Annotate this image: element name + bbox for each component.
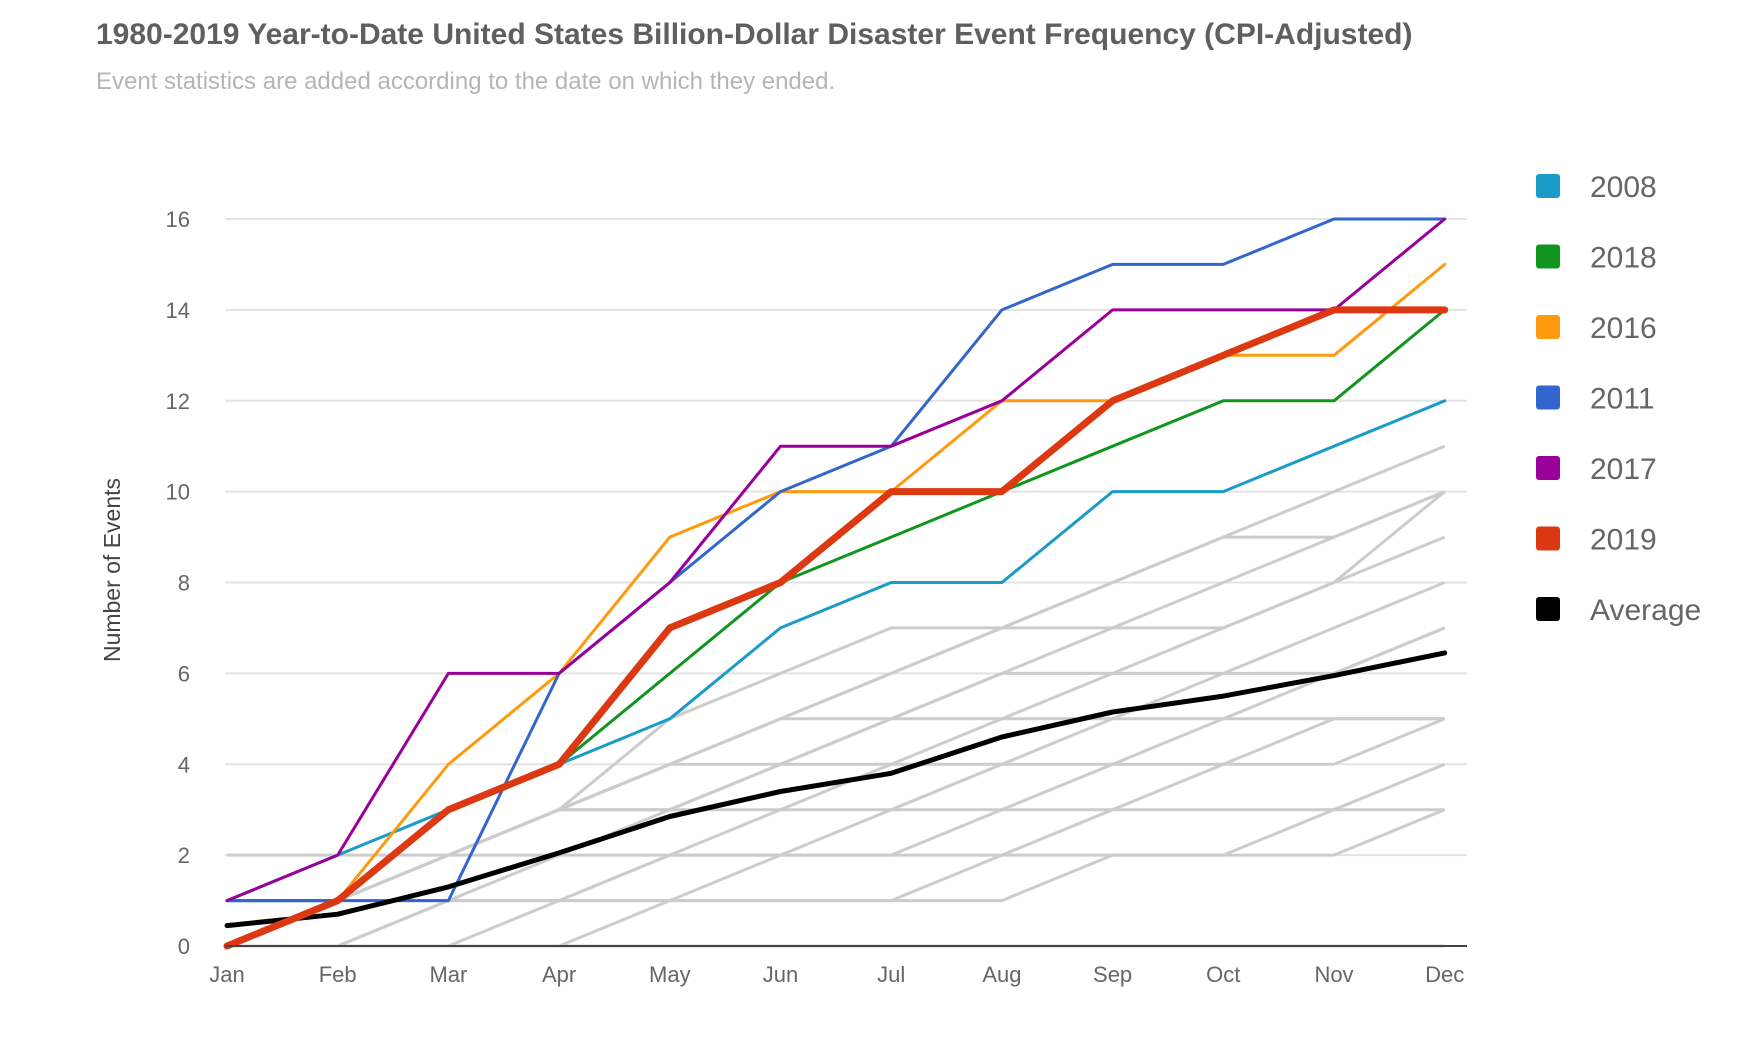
legend-label-2019: 2019 bbox=[1590, 524, 1657, 557]
chart-title: 1980-2019 Year-to-Date United States Bil… bbox=[96, 18, 1413, 51]
x-tick-label: Sep bbox=[1093, 962, 1132, 987]
chart-subtitle: Event statistics are added according to … bbox=[96, 68, 836, 95]
legend-swatch-2019 bbox=[1536, 526, 1560, 551]
legend-swatch-average bbox=[1536, 597, 1560, 621]
x-tick-label: Jan bbox=[209, 962, 244, 987]
y-tick-label: 0 bbox=[178, 934, 190, 959]
x-tick-label: Mar bbox=[429, 962, 467, 987]
x-tick-label: May bbox=[649, 962, 691, 987]
legend-swatch-2008 bbox=[1536, 174, 1560, 198]
background-series-group bbox=[226, 444, 1446, 948]
background-year-line bbox=[227, 626, 1446, 857]
series-line-2017 bbox=[225, 217, 1447, 903]
axes: 0 2 4 6 8 10 12 14 16 Jan Feb Mar Apr May Jun Jul Aug Sep… bbox=[166, 207, 1467, 987]
y-tick-label: 16 bbox=[166, 207, 190, 232]
legend-swatch-2011 bbox=[1536, 385, 1560, 410]
series-line-average bbox=[224, 650, 1448, 929]
legend-label-average: Average bbox=[1590, 594, 1701, 627]
background-year-line bbox=[226, 535, 1446, 948]
y-tick-label: 10 bbox=[166, 480, 190, 505]
legend-label-2018: 2018 bbox=[1590, 242, 1657, 275]
x-tick-label: Aug bbox=[982, 962, 1021, 987]
background-year-line bbox=[226, 717, 1445, 948]
x-tick-label: Jun bbox=[763, 962, 798, 987]
highlight-series-group bbox=[223, 217, 1449, 950]
x-tick-label: Feb bbox=[319, 962, 357, 987]
legend-label-2016: 2016 bbox=[1590, 312, 1657, 345]
background-year-line bbox=[227, 808, 1446, 948]
series-line-2016 bbox=[225, 262, 1447, 948]
x-tick-label: Jul bbox=[877, 962, 905, 987]
background-year-line bbox=[227, 717, 1446, 948]
y-tick-label: 8 bbox=[178, 571, 190, 596]
legend-swatch-2018 bbox=[1536, 244, 1560, 269]
y-tick-label: 6 bbox=[178, 661, 190, 686]
background-year-line bbox=[227, 444, 1446, 903]
y-tick-label: 12 bbox=[166, 389, 190, 414]
legend-label-2008: 2008 bbox=[1590, 171, 1657, 204]
series-line-2008 bbox=[225, 399, 1447, 903]
legend-label-2011: 2011 bbox=[1590, 383, 1655, 416]
background-year-line bbox=[227, 808, 1445, 948]
x-tick-label: Apr bbox=[542, 962, 576, 987]
series-line-2011 bbox=[225, 217, 1447, 903]
x-tick-label: Dec bbox=[1425, 962, 1464, 987]
y-tick-label: 4 bbox=[178, 752, 190, 777]
legend-swatch-2016 bbox=[1536, 315, 1560, 339]
legend-label-2017: 2017 bbox=[1590, 453, 1657, 486]
y-tick-label: 2 bbox=[178, 843, 190, 868]
x-tick-label: Oct bbox=[1206, 962, 1240, 987]
y-tick-label: 14 bbox=[166, 298, 190, 323]
y-axis-label: Number of Events bbox=[99, 478, 125, 662]
x-tick-label: Nov bbox=[1314, 962, 1353, 987]
legend-swatch-2017 bbox=[1536, 456, 1560, 480]
legend: 2008 2018 2016 2011 2017 2019 Average bbox=[1536, 171, 1701, 627]
series-line-2019 bbox=[223, 306, 1449, 950]
